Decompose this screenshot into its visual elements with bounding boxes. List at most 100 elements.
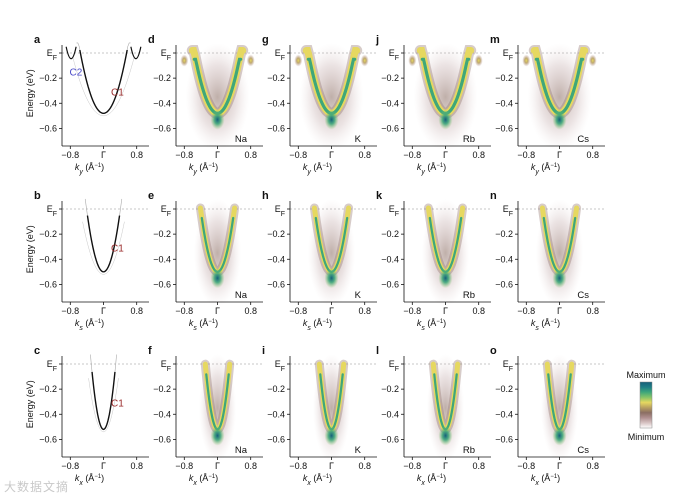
energy-tick-label: −0.2 bbox=[267, 229, 285, 239]
energy-tick-label: −0.2 bbox=[39, 73, 57, 83]
k-tick-label: 0.8 bbox=[130, 306, 143, 316]
energy-tick-label: −0.2 bbox=[153, 384, 171, 394]
energy-tick-label: −0.2 bbox=[267, 384, 285, 394]
energy-tick-label: −0.2 bbox=[381, 229, 399, 239]
energy-tick-label: −0.6 bbox=[495, 123, 513, 133]
alkali-label: Rb bbox=[463, 290, 475, 301]
k-tick-label: 0.8 bbox=[472, 150, 485, 160]
energy-axis-label: Energy (eV) bbox=[25, 225, 35, 273]
energy-tick-label: −0.6 bbox=[495, 434, 513, 444]
ef-tick-label: EF bbox=[275, 204, 285, 218]
alkali-label: Rb bbox=[463, 445, 475, 456]
intensity-haze bbox=[535, 199, 584, 307]
energy-tick-label: −0.4 bbox=[267, 254, 285, 264]
ef-tick-label: EF bbox=[389, 204, 399, 218]
energy-tick-label: −0.2 bbox=[495, 384, 513, 394]
panel-b: b C1 EF −0.2 −0.4 −0.6 −0.8 Γ 0.8 ks (Å−1) Energy … bbox=[25, 190, 149, 332]
energy-tick-label: −0.4 bbox=[267, 98, 285, 108]
k-tick-label: −0.8 bbox=[403, 150, 421, 160]
ef-tick-label: EF bbox=[161, 204, 171, 218]
c2-spot-right bbox=[360, 54, 369, 67]
panel-n: n Cs EF −0.2 −0.4 −0.6 −0.8 Γ 0.8 ks (Å−1) bbox=[490, 190, 605, 332]
k-tick-label: Γ bbox=[101, 461, 106, 471]
panel-f: f Na EF −0.2 −0.4 −0.6 −0.8 Γ 0.8 kx (Å−1) bbox=[148, 345, 263, 487]
ef-tick-label: EF bbox=[389, 48, 399, 62]
c1-label: C1 bbox=[111, 88, 124, 99]
k-axis-label: ky (Å−1) bbox=[189, 162, 218, 176]
intensity-haze bbox=[193, 199, 242, 307]
c2-spot-right bbox=[588, 54, 597, 67]
energy-tick-label: −0.2 bbox=[153, 229, 171, 239]
energy-tick-label: −0.2 bbox=[381, 73, 399, 83]
energy-tick-label: −0.6 bbox=[39, 279, 57, 289]
k-axis-label: kx (Å−1) bbox=[189, 473, 218, 487]
k-tick-label: −0.8 bbox=[61, 306, 79, 316]
panel-letter: k bbox=[376, 190, 383, 202]
panel-letter: j bbox=[375, 34, 379, 46]
band-bottom-spot bbox=[438, 268, 453, 289]
k-tick-label: Γ bbox=[215, 461, 220, 471]
ef-tick-label: EF bbox=[503, 204, 513, 218]
energy-tick-label: −0.4 bbox=[495, 254, 513, 264]
k-axis-label: ks (Å−1) bbox=[417, 318, 446, 332]
ef-tick-label: EF bbox=[275, 359, 285, 373]
energy-tick-label: −0.4 bbox=[381, 409, 399, 419]
energy-tick-label: −0.4 bbox=[153, 254, 171, 264]
intensity-haze bbox=[307, 199, 356, 307]
intensity-haze bbox=[421, 199, 470, 307]
shadow-band bbox=[76, 42, 131, 114]
panel-letter: c bbox=[34, 345, 40, 357]
ef-tick-label: EF bbox=[161, 359, 171, 373]
energy-tick-label: −0.4 bbox=[39, 409, 57, 419]
energy-tick-label: −0.2 bbox=[381, 384, 399, 394]
energy-tick-label: −0.6 bbox=[153, 434, 171, 444]
energy-tick-label: −0.6 bbox=[267, 279, 285, 289]
panel-h: h K EF −0.2 −0.4 −0.6 −0.8 Γ 0.8 ks (Å−1) bbox=[262, 190, 377, 332]
k-tick-label: Γ bbox=[329, 306, 334, 316]
ef-tick-label: EF bbox=[47, 48, 57, 62]
panel-o: o Cs EF −0.2 −0.4 −0.6 −0.8 Γ 0.8 kx (Å−1) bbox=[490, 345, 605, 487]
colorbar-min-label: Minimum bbox=[628, 432, 665, 442]
k-tick-label: Γ bbox=[101, 306, 106, 316]
k-tick-label: Γ bbox=[557, 150, 562, 160]
c2-label: C2 bbox=[69, 68, 82, 79]
k-tick-label: 0.8 bbox=[244, 150, 257, 160]
energy-tick-label: −0.4 bbox=[267, 409, 285, 419]
alkali-label: K bbox=[355, 290, 362, 301]
c2-band-right bbox=[130, 46, 142, 60]
k-tick-label: Γ bbox=[215, 306, 220, 316]
k-tick-label: 0.8 bbox=[358, 150, 371, 160]
panel-letter: i bbox=[262, 345, 265, 357]
k-tick-label: Γ bbox=[443, 150, 448, 160]
panel-letter: d bbox=[148, 34, 155, 46]
k-tick-label: −0.8 bbox=[61, 461, 79, 471]
energy-axis-label: Energy (eV) bbox=[25, 380, 35, 428]
ef-tick-label: EF bbox=[47, 359, 57, 373]
alkali-label: Na bbox=[235, 290, 248, 301]
k-axis-label: kx (Å−1) bbox=[75, 473, 104, 487]
band-bottom-spot bbox=[552, 425, 567, 446]
panel-letter: n bbox=[490, 190, 497, 202]
colorbar-scale bbox=[639, 381, 653, 429]
energy-tick-label: −0.6 bbox=[381, 123, 399, 133]
panel-letter: l bbox=[376, 345, 379, 357]
panel-c: c C1 EF −0.2 −0.4 −0.6 −0.8 Γ 0.8 kx (Å−1) Energy … bbox=[25, 345, 149, 487]
energy-tick-label: −0.6 bbox=[39, 434, 57, 444]
alkali-label: Cs bbox=[577, 290, 589, 301]
panel-letter: f bbox=[148, 345, 152, 357]
k-tick-label: 0.8 bbox=[472, 461, 485, 471]
energy-tick-label: −0.4 bbox=[39, 98, 57, 108]
c2-spot-right bbox=[474, 54, 483, 67]
k-axis-label: ky (Å−1) bbox=[417, 162, 446, 176]
energy-tick-label: −0.6 bbox=[153, 123, 171, 133]
energy-axis-label: Energy (eV) bbox=[25, 69, 35, 117]
k-tick-label: −0.8 bbox=[517, 461, 535, 471]
panel-letter: o bbox=[490, 345, 497, 357]
band-bottom-spot bbox=[324, 268, 339, 289]
c2-band-left bbox=[65, 46, 77, 60]
k-tick-label: Γ bbox=[101, 150, 106, 160]
k-tick-label: −0.8 bbox=[289, 150, 307, 160]
panel-letter: g bbox=[262, 34, 269, 46]
c1-band bbox=[86, 215, 121, 273]
